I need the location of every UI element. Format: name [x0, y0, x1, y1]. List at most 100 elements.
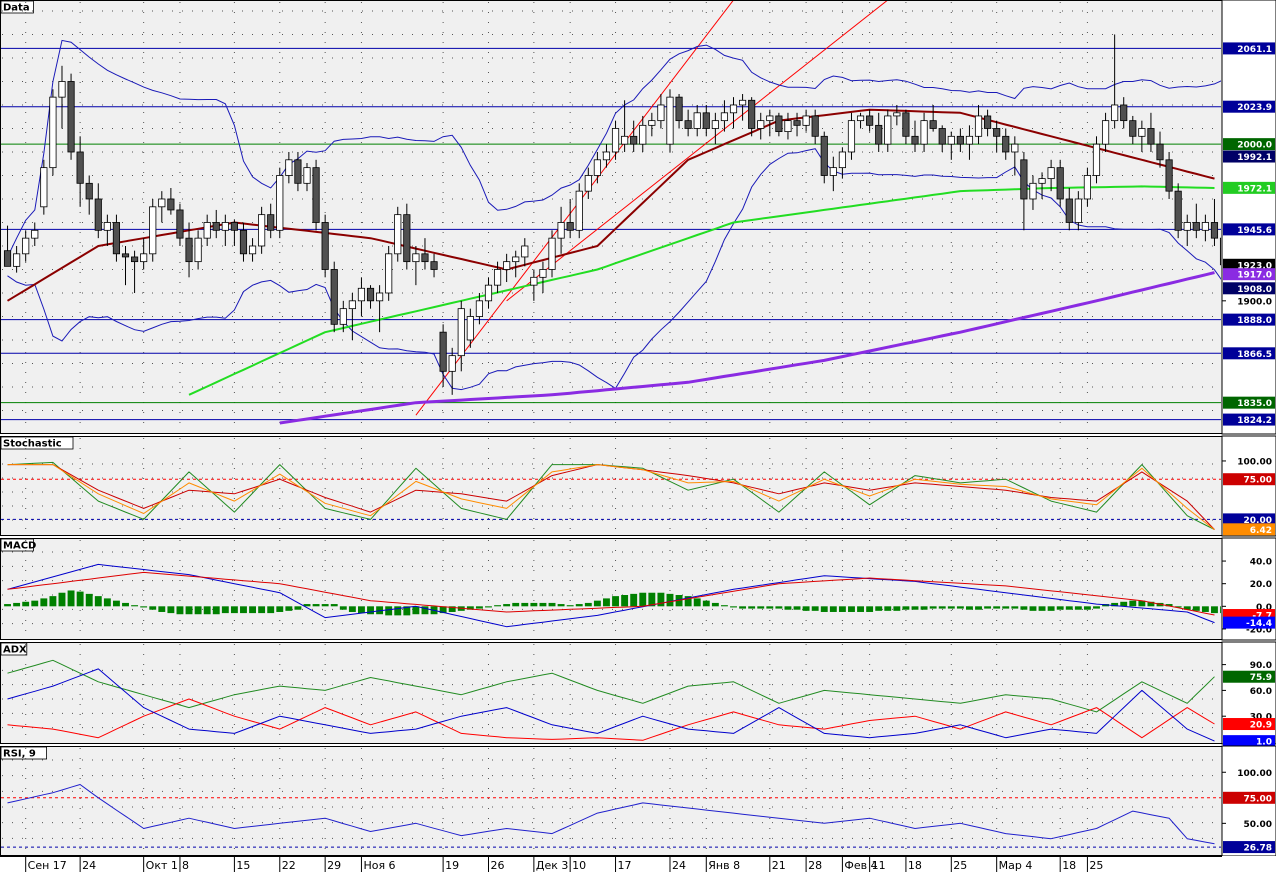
axis-tick-label: 30.0: [1250, 713, 1272, 723]
histogram-bar: [1011, 606, 1019, 609]
axis-tick-label: 1900.0: [1237, 297, 1272, 307]
histogram-bar: [956, 606, 964, 609]
candle-body: [412, 253, 420, 263]
candle-body: [285, 159, 293, 176]
value-tag-box: [1223, 396, 1275, 409]
value-tag-label: 1992.1: [1237, 153, 1272, 163]
histogram-bar: [1093, 606, 1100, 609]
value-tag-label: 1923.0: [1237, 261, 1272, 271]
candle-body: [847, 120, 856, 153]
value-tag-label: 75.00: [1244, 794, 1272, 804]
panel-title-box: [0, 0, 34, 14]
histogram-bar: [639, 592, 647, 607]
histogram-bar: [149, 606, 157, 610]
candle-body: [1111, 104, 1119, 122]
histogram-bar: [621, 595, 629, 607]
value-tag-box: [1223, 718, 1275, 731]
value-tag-box: [1223, 413, 1275, 426]
data-plot: [1, 1, 1221, 432]
histogram-bar: [748, 606, 756, 609]
panel-plot: [1, 438, 1221, 534]
candle-body: [675, 96, 683, 122]
histogram-bar: [711, 602, 719, 607]
axis-tick-label: 0.0: [1256, 603, 1272, 613]
panel-3: ADX 90.0 60.0 30.0 75.9 20.9 1.0: [0, 641, 1276, 748]
candle-body: [539, 269, 547, 278]
value-tag-label: 1824.2: [1237, 416, 1272, 426]
value-tag-label: 6.42: [1250, 526, 1272, 536]
histogram-bar: [285, 606, 293, 611]
histogram-bar: [1047, 606, 1055, 611]
candle-body: [1101, 120, 1110, 145]
candle-body: [1129, 120, 1137, 137]
panel-title-box: [0, 642, 28, 656]
ma-mid-line: [188, 185, 1215, 396]
candle-body: [121, 253, 130, 258]
histogram-bar: [920, 606, 928, 610]
candle-body: [530, 276, 538, 286]
histogram-bar: [448, 606, 456, 612]
x-tick-label: Мар 4: [999, 859, 1033, 872]
panel-plot: [2, 644, 1221, 742]
histogram-bar: [312, 604, 320, 607]
histogram-bar: [76, 591, 84, 607]
histogram-bar: [103, 598, 111, 607]
candle-body: [1219, 237, 1221, 266]
histogram-bar: [693, 598, 701, 607]
histogram-bar: [122, 602, 129, 607]
value-tag-label: 20.00: [1244, 516, 1272, 526]
histogram-bar: [548, 602, 556, 607]
histogram-bar: [657, 592, 665, 607]
histogram-bar: [766, 606, 774, 609]
value-tag-box: [1223, 258, 1275, 271]
histogram-bar: [1211, 606, 1218, 614]
histogram-bar: [584, 602, 592, 607]
histogram-bar: [829, 606, 837, 612]
candle-body: [294, 159, 302, 184]
candle-body: [784, 120, 792, 133]
panel-title: ADX: [3, 645, 27, 656]
candle-body: [3, 250, 12, 267]
panel-title-box: [0, 538, 34, 552]
value-tag-box: [1223, 313, 1275, 326]
candle-body: [974, 115, 983, 137]
histogram-bar: [984, 606, 992, 609]
candle-body: [1138, 128, 1146, 137]
candle-body: [67, 81, 75, 153]
value-tag-box: [1223, 791, 1275, 804]
candle-body: [149, 206, 157, 255]
x-tick-label: Сен 17: [28, 859, 67, 872]
histogram-bar: [230, 606, 238, 614]
candle-body: [1074, 198, 1082, 223]
histogram-bar: [1138, 600, 1146, 607]
histogram-bar: [357, 606, 365, 614]
candle-body: [548, 237, 556, 270]
candle-body: [657, 104, 665, 122]
panel-plot-area: [0, 642, 1223, 744]
histogram-bar: [630, 593, 638, 607]
histogram-bar: [593, 600, 601, 607]
candle-body: [584, 175, 592, 192]
histogram-bar: [893, 606, 901, 611]
histogram-bar: [1174, 606, 1182, 608]
value-tag-label: 2000.0: [1237, 141, 1272, 151]
candle-body: [258, 214, 266, 247]
candle-body: [1201, 222, 1209, 231]
panel-plot: [2, 540, 1221, 638]
histogram-bar: [348, 606, 356, 612]
panel-title-box: [0, 436, 74, 450]
ma-long-line: [279, 271, 1215, 425]
value-tag-label: 75.00: [1244, 476, 1272, 486]
histogram-bar: [339, 606, 347, 610]
histogram-bar: [94, 596, 102, 607]
histogram-bar: [911, 606, 919, 610]
histogram-bar: [730, 606, 737, 608]
histogram-bar: [848, 606, 855, 612]
histogram-bar: [1201, 606, 1209, 612]
trendline: [506, 1, 888, 302]
histogram-bar: [466, 606, 474, 610]
candle-body: [475, 300, 483, 317]
axis-tick-label: 60.0: [1250, 687, 1272, 697]
histogram-bar: [975, 606, 982, 610]
